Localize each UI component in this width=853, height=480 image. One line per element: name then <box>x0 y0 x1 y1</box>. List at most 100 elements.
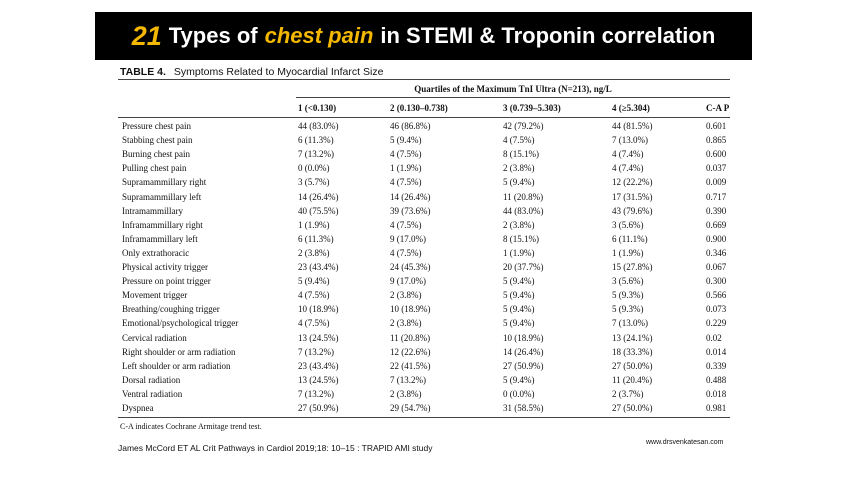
cell: 4 (7.5%) <box>390 219 422 230</box>
rule <box>118 417 730 418</box>
row-label: Pressure on point trigger <box>122 276 211 287</box>
cell: 13 (24.5%) <box>298 374 339 385</box>
cell: 0.488 <box>706 374 727 385</box>
cell: 27 (50.9%) <box>503 360 544 371</box>
cell: 5 (9.3%) <box>612 304 644 315</box>
cell: 0 (0.0%) <box>298 163 330 174</box>
cell: 23 (43.4%) <box>298 360 339 371</box>
cell: 15 (27.8%) <box>612 262 653 272</box>
title-number: 21 <box>131 20 162 51</box>
cell: 3 (5.6%) <box>612 219 644 230</box>
cell: 11 (20.4%) <box>612 374 653 385</box>
cell: 1 (1.9%) <box>612 247 644 258</box>
row-label: Cervical radiation <box>122 332 187 343</box>
row-label: Breathing/coughing trigger <box>122 304 220 315</box>
column-header: C-A P <box>706 103 730 113</box>
cell: 22 (41.5%) <box>390 360 431 371</box>
title-highlight: chest pain <box>264 23 374 48</box>
citation: James McCord ET AL Crit Pathways in Card… <box>118 443 433 453</box>
cell: 5 (9.4%) <box>503 177 535 188</box>
row-label: Only extrathoracic <box>122 247 190 258</box>
row-label: Ventral radiation <box>122 388 183 399</box>
cell: 20 (37.7%) <box>503 262 544 272</box>
cell: 3 (5.7%) <box>298 177 330 188</box>
rule <box>118 117 730 118</box>
cell: 0.02 <box>706 332 722 343</box>
cell: 0.014 <box>706 346 727 357</box>
cell: 5 (9.4%) <box>298 276 330 287</box>
cell: 27 (50.0%) <box>612 403 653 413</box>
cell: 8 (15.1%) <box>503 233 539 244</box>
cell: 5 (9.4%) <box>390 135 422 146</box>
cell: 13 (24.1%) <box>612 332 653 343</box>
cell: 5 (9.3%) <box>612 290 644 301</box>
cell: 11 (20.8%) <box>503 191 544 202</box>
cell: 40 (75.5%) <box>298 205 339 216</box>
cell: 1 (1.9%) <box>390 163 422 174</box>
cell: 0.390 <box>706 205 727 216</box>
cell: 7 (13.0%) <box>612 318 648 329</box>
cell: 6 (11.3%) <box>298 135 334 146</box>
column-header: 3 (0.739–5.303) <box>503 103 561 113</box>
row-label: Physical activity trigger <box>122 262 208 272</box>
cell: 44 (81.5%) <box>612 121 653 131</box>
row-label: Inframammillary left <box>122 233 198 244</box>
cell: 8 (15.1%) <box>503 149 539 160</box>
group-header: Quartiles of the Maximum TnI Ultra (N=21… <box>414 84 612 94</box>
cell: 9 (17.0%) <box>390 233 426 244</box>
cell: 1 (1.9%) <box>503 247 535 258</box>
row-label: Dyspnea <box>122 403 154 413</box>
footnote: C-A indicates Cochrane Armitage trend te… <box>120 422 262 431</box>
column-header: 1 (<0.130) <box>298 103 337 113</box>
cell: 0.865 <box>706 135 727 146</box>
cell: 44 (83.0%) <box>503 205 544 216</box>
cell: 4 (7.5%) <box>298 318 330 329</box>
cell: 5 (9.4%) <box>503 276 535 287</box>
cell: 23 (43.4%) <box>298 262 339 272</box>
caption-label: TABLE 4. <box>120 66 166 78</box>
cell: 11 (20.8%) <box>390 332 431 343</box>
cell: 2 (3.8%) <box>503 219 535 230</box>
cell: 2 (3.7%) <box>612 388 644 399</box>
title-banner: 21 Types of chest pain in STEMI & Tropon… <box>95 12 752 60</box>
row-label: Pulling chest pain <box>122 163 187 174</box>
cell: 1 (1.9%) <box>298 219 330 230</box>
cell: 18 (33.3%) <box>612 346 653 357</box>
cell: 44 (83.0%) <box>298 121 339 131</box>
cell: 5 (9.4%) <box>503 374 535 385</box>
cell: 14 (26.4%) <box>503 346 544 357</box>
cell: 27 (50.9%) <box>298 403 339 413</box>
cell: 5 (9.4%) <box>503 290 535 301</box>
cell: 4 (7.5%) <box>503 135 535 146</box>
cell: 10 (18.9%) <box>390 304 431 315</box>
cell: 2 (3.8%) <box>390 290 422 301</box>
row-label: Supramammillary right <box>122 177 207 188</box>
cell: 0.067 <box>706 262 727 272</box>
cell: 0.600 <box>706 149 727 160</box>
cell: 7 (13.2%) <box>298 149 334 160</box>
row-label: Intramammillary <box>122 205 183 216</box>
row-label: Emotional/psychological trigger <box>122 318 239 329</box>
cell: 42 (79.2%) <box>503 121 544 131</box>
cell: 2 (3.8%) <box>503 163 535 174</box>
cell: 0.900 <box>706 233 727 244</box>
cell: 17 (31.5%) <box>612 191 653 202</box>
cell: 10 (18.9%) <box>503 332 544 343</box>
row-label: Stabbing chest pain <box>122 135 193 146</box>
row-label: Dorsal radiation <box>122 374 181 385</box>
table-caption: TABLE 4. Symptoms Related to Myocardial I… <box>120 66 383 78</box>
cell: 0.300 <box>706 276 727 287</box>
cell: 5 (9.4%) <box>503 304 535 315</box>
cell: 4 (7.5%) <box>390 247 422 258</box>
cell: 4 (7.4%) <box>612 149 644 160</box>
cell: 10 (18.9%) <box>298 304 339 315</box>
cell: 24 (45.3%) <box>390 262 431 272</box>
cell: 0.669 <box>706 219 727 230</box>
row-label: Pressure chest pain <box>122 121 191 131</box>
cell: 7 (13.2%) <box>298 388 334 399</box>
cell: 4 (7.4%) <box>612 163 644 174</box>
cell: 2 (3.8%) <box>390 388 422 399</box>
cell: 14 (26.4%) <box>390 191 431 202</box>
cell: 4 (7.5%) <box>298 290 330 301</box>
